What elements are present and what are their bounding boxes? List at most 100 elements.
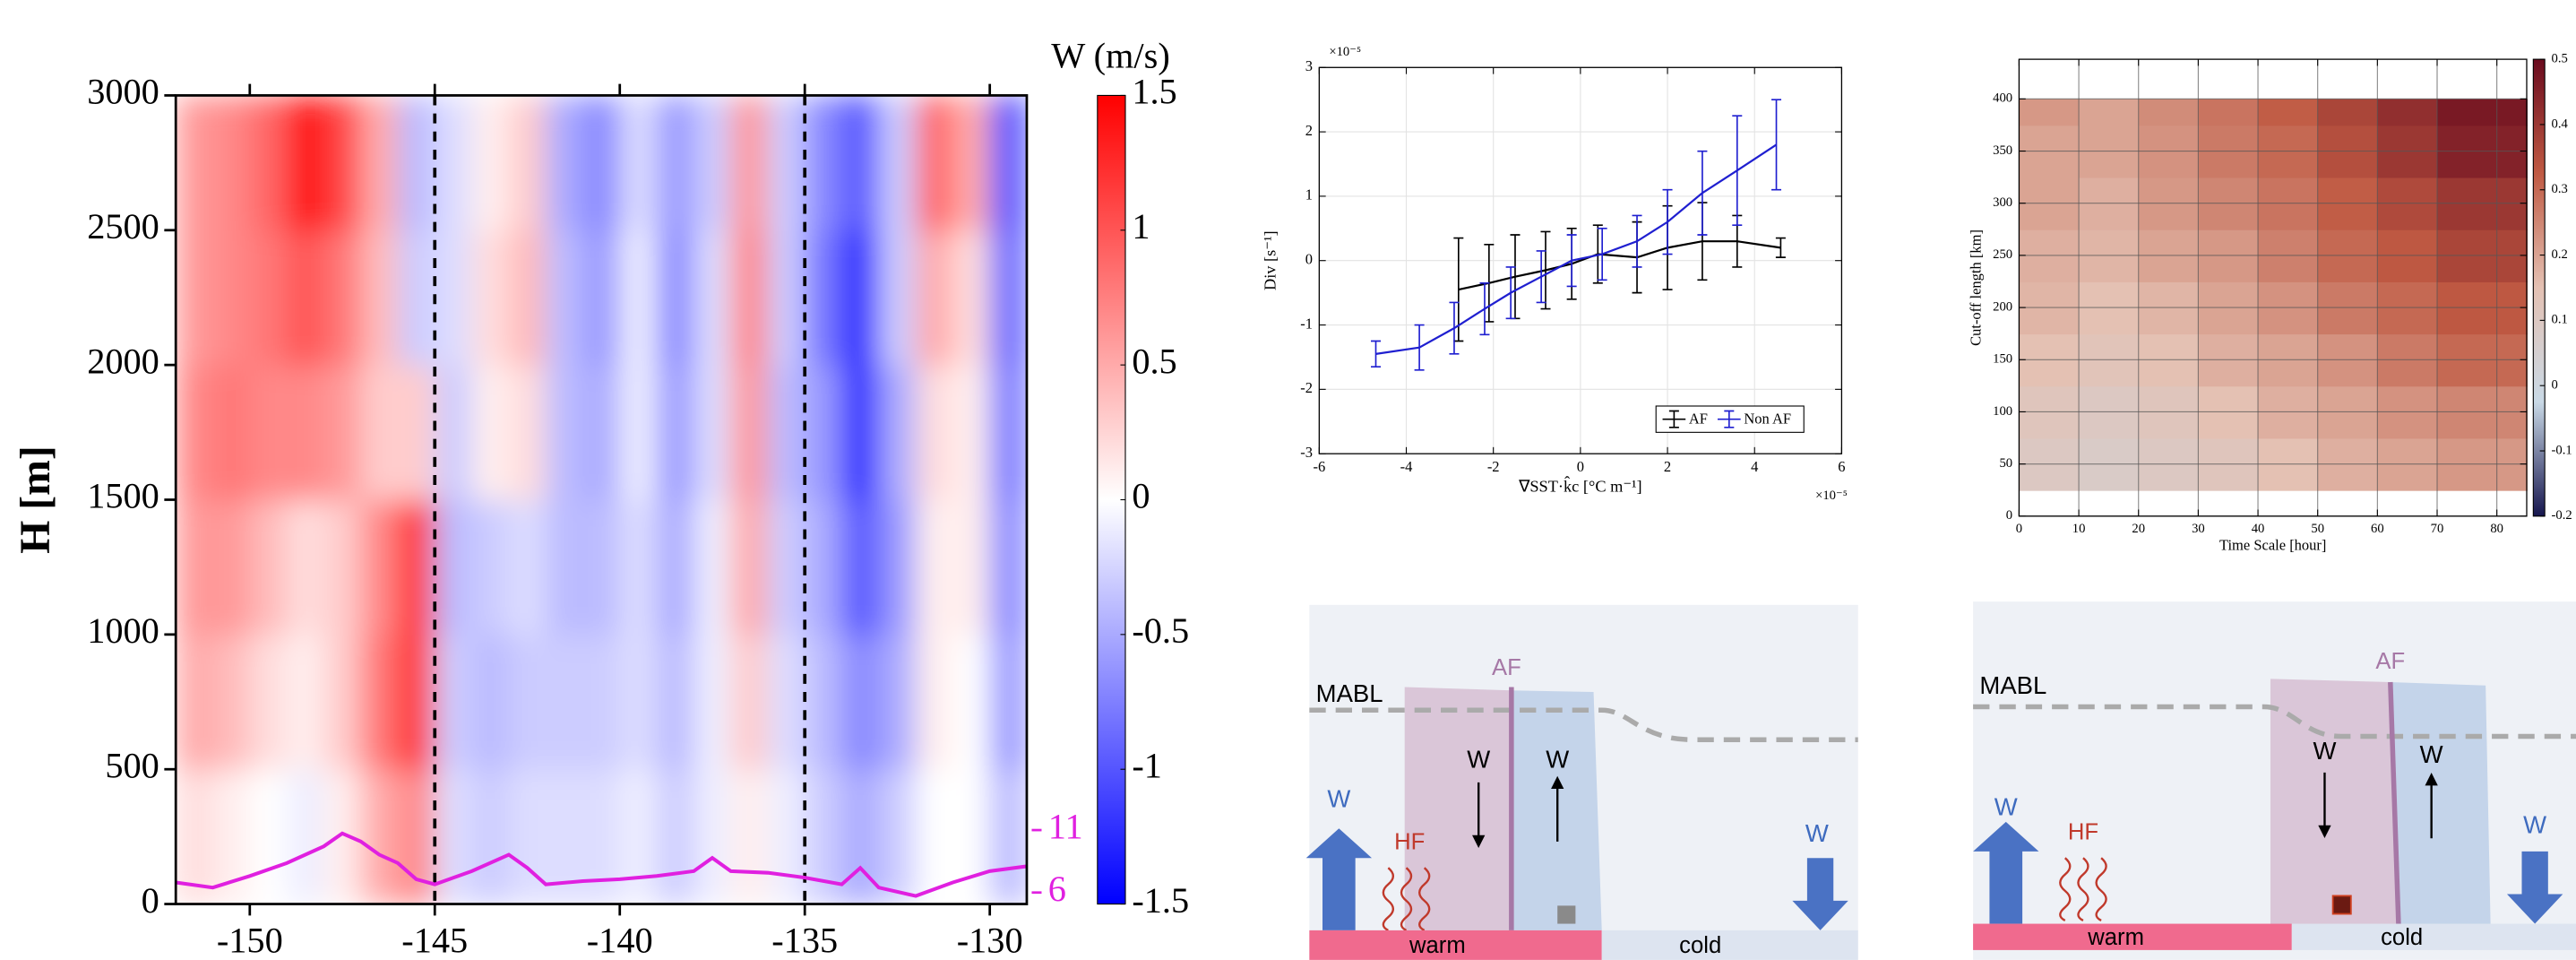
x-tick-label: 80	[2490, 522, 2503, 536]
heatmap-cell	[730, 634, 769, 771]
heatmap-cell	[657, 229, 695, 367]
w-label: W	[1327, 784, 1350, 812]
heatmap-cell	[805, 229, 843, 367]
legend-label: AF	[1689, 410, 1708, 427]
plot-frame	[2018, 58, 2528, 517]
heatmap-cell	[2317, 99, 2379, 126]
heatmap-cell	[952, 95, 991, 231]
heatmap-cell	[916, 769, 954, 904]
heatmap-cell	[582, 95, 621, 231]
x-tick-label: 60	[2371, 522, 2384, 536]
x-axis-label: ∇SST·k̂c [°C m⁻¹]	[1518, 476, 1642, 495]
y2-tick-label: 11	[1048, 806, 1083, 846]
w-label: W	[1994, 792, 2018, 820]
heatmap-cell	[397, 365, 436, 501]
error-bar	[1632, 214, 1642, 268]
hf-label: HF	[1394, 829, 1425, 854]
heatmap-cell	[471, 499, 510, 636]
heatmap-cell	[397, 95, 436, 231]
heatmap-cell	[2258, 99, 2319, 126]
x-tick-label: 0	[1577, 458, 1584, 475]
heatmap-cell	[397, 229, 436, 367]
legend-marker	[1662, 410, 1686, 428]
x-tick-label: 4	[1751, 458, 1758, 475]
heatmap-cell	[323, 95, 362, 231]
y-tick-label: 400	[1993, 91, 2012, 106]
y-tick-label: 1500	[87, 476, 159, 516]
y-exponent: ×10⁻⁵	[1329, 45, 1361, 59]
heatmap-cell	[619, 499, 658, 636]
colorbar-tick-label: 0.3	[2551, 182, 2567, 196]
heatmap-cell	[916, 229, 954, 367]
heatmap-cell	[176, 634, 214, 771]
error-bar	[1775, 237, 1786, 258]
updraft-arrow	[1973, 821, 2039, 924]
error-bar	[1449, 301, 1460, 355]
heatmap-cell	[694, 229, 732, 367]
mabl-label: MABL	[1316, 679, 1383, 707]
colorbar-tick-label: 0.1	[2551, 313, 2567, 327]
y-tick-label: 3	[1305, 57, 1313, 74]
mabl-line	[1973, 704, 2576, 739]
cold-label: cold	[1679, 933, 1721, 958]
heatmap-cell	[657, 769, 695, 904]
x-tick-label: 6	[1838, 458, 1845, 475]
x-tick-label: -140	[587, 921, 653, 960]
heatmap-cell	[841, 499, 880, 636]
heatmap-cell	[767, 634, 806, 771]
downdraft-arrow	[1792, 858, 1848, 930]
y-tick-label: 100	[1993, 404, 2012, 419]
colorbar-tick-label: 0	[2551, 378, 2557, 393]
heatmap-cell	[878, 769, 917, 904]
heatmap	[176, 95, 1027, 904]
heatmap-cell	[360, 95, 399, 231]
w-label: W	[2523, 811, 2546, 839]
warm-side	[2270, 679, 2399, 926]
heatmap-cell	[508, 634, 547, 771]
heatmap-cell	[694, 95, 732, 231]
w-label: W	[1805, 819, 1829, 847]
heatmap-cell	[323, 769, 362, 904]
heatmap-cell	[471, 229, 510, 367]
heatmap-cell	[878, 365, 917, 501]
heatmap-cell	[582, 365, 621, 501]
heatmap-cell	[212, 365, 251, 501]
heatmap-cell	[323, 365, 362, 501]
heatmap-cell	[657, 365, 695, 501]
heatmap-cell	[582, 229, 621, 367]
heatmap-cell	[805, 499, 843, 636]
heatmap-cell	[508, 95, 547, 231]
heatmap-cell	[2138, 99, 2200, 126]
heatmap-cell	[287, 229, 325, 367]
heatmap-cell	[435, 229, 473, 367]
heatmap-cell	[989, 95, 1027, 231]
colorbar-tick-label: -0.5	[1132, 610, 1189, 651]
heatmap-cell	[841, 95, 880, 231]
heatmap-cell	[2079, 99, 2140, 126]
y-tick-label: 0	[1305, 251, 1313, 268]
error-bar	[1453, 237, 1464, 342]
heatmap-cell	[323, 634, 362, 771]
y-tick-label: 200	[1993, 299, 2012, 314]
w-label: W	[2313, 737, 2336, 765]
mabl-line	[1309, 707, 1858, 742]
heatmap-cell	[989, 365, 1027, 501]
heatmap	[2019, 99, 2528, 491]
y-tick-label: 2500	[87, 206, 159, 246]
heatmap-cell	[508, 769, 547, 904]
x-tick-label: -2	[1487, 458, 1500, 475]
cold-bar	[2291, 923, 2576, 950]
heatmap-cell	[582, 499, 621, 636]
heatmap-cell	[249, 229, 288, 367]
error-bar	[1732, 115, 1743, 227]
w-label: W	[2420, 740, 2443, 768]
heatmap-cell	[360, 634, 399, 771]
heatmap-cell	[249, 769, 288, 904]
x-tick-label: -145	[401, 921, 468, 960]
heatmap-cell	[694, 365, 732, 501]
x-tick-label: 70	[2431, 522, 2444, 536]
heatmap-cell	[916, 365, 954, 501]
colorbar-tick-label: 0.5	[1132, 341, 1176, 381]
heatmap-cell	[435, 499, 473, 636]
